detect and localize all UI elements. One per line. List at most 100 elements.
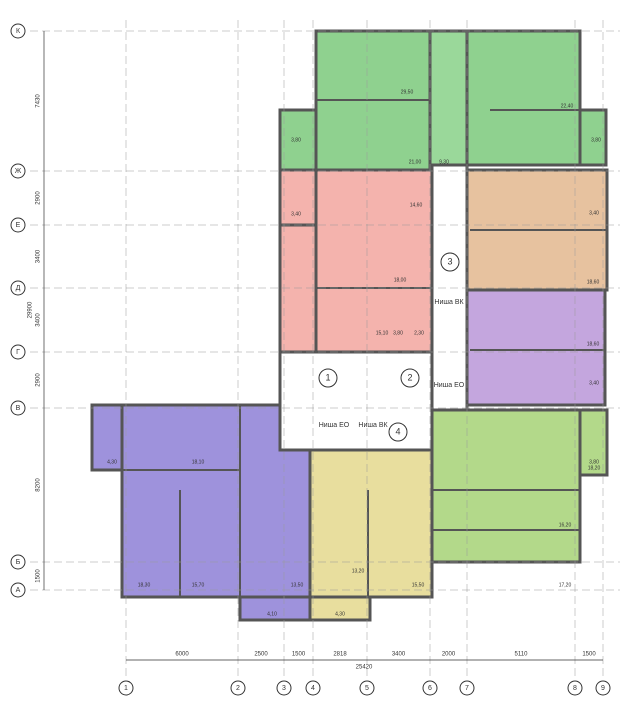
- area-label: 9,30: [439, 159, 449, 165]
- column-label: 9: [601, 685, 605, 692]
- niche-label: Ниша ВК: [434, 299, 464, 306]
- column-label: 2: [236, 685, 240, 692]
- area-label: 18,60: [587, 279, 600, 285]
- corridor: [430, 163, 469, 412]
- column-label: 5: [365, 685, 369, 692]
- balcony: [578, 108, 608, 167]
- apartment-yellow: [308, 448, 434, 599]
- area-label: 3,40: [291, 211, 301, 217]
- area-label: 3,80: [291, 137, 301, 143]
- apartment-pink: [278, 223, 318, 354]
- axis-marker: [10, 23, 26, 39]
- area-label: 15,50: [412, 582, 425, 588]
- dimension-label: 7430: [36, 94, 42, 108]
- area-label: 4,30: [335, 611, 345, 617]
- dimension-label: 2500: [254, 652, 268, 658]
- area-labels: 29,50 22,40 3,80 3,80 21,00 9,30 14,60 3,40 18,0…: [107, 89, 601, 617]
- area-label: 18,30: [138, 582, 151, 588]
- dimension-label: 1500: [582, 652, 596, 658]
- column-label: 8: [573, 685, 577, 692]
- area-label: 18,20: [588, 465, 601, 471]
- area-label: 3,40: [589, 210, 599, 216]
- area-label: 18,10: [192, 459, 205, 465]
- axis-marker: [10, 280, 26, 296]
- axis-marker: [230, 680, 246, 696]
- apartment-pink: [314, 168, 434, 354]
- axis-marker: [359, 680, 375, 696]
- section-number: 4: [395, 426, 400, 436]
- dimension-total: 25420: [356, 665, 373, 671]
- area-label: 17,20: [559, 582, 572, 588]
- axis-marker: [10, 554, 26, 570]
- area-label: 4,10: [267, 611, 277, 617]
- column-label: 6: [428, 685, 432, 692]
- axis-marker: [305, 680, 321, 696]
- area-label: 21,00: [409, 159, 422, 165]
- column-label: 4: [311, 685, 315, 692]
- column-label: 7: [465, 685, 469, 692]
- section-marker: [388, 422, 408, 442]
- axis-marker: [10, 400, 26, 416]
- dimension-label: 2000: [442, 652, 456, 658]
- area-label: 15,10: [376, 330, 389, 336]
- section-number: 2: [407, 372, 412, 382]
- section-marker: [318, 368, 338, 388]
- axis-marker: [10, 582, 26, 598]
- area-label: 29,50: [401, 89, 414, 95]
- dimension-label: 8200: [36, 478, 42, 492]
- area-label: 2,30: [414, 330, 424, 336]
- area-label: 13,50: [291, 582, 304, 588]
- stairwell: [278, 350, 434, 452]
- axis-marker: [422, 680, 438, 696]
- row-label: К: [16, 28, 21, 35]
- bathroom: [428, 29, 469, 167]
- apartment-purple: [465, 288, 607, 407]
- dimension-label: 3400: [36, 313, 42, 327]
- dimension-total: 29900: [28, 301, 34, 318]
- section-marker: [400, 368, 420, 388]
- section-marker: [440, 252, 460, 272]
- apartment-green: [465, 29, 582, 167]
- row-label: Е: [16, 222, 21, 229]
- dimension-label: 3400: [392, 652, 406, 658]
- balcony: [308, 595, 372, 622]
- axis-marker: [567, 680, 583, 696]
- dimension-label: 5110: [515, 652, 529, 658]
- area-label: 3,80: [393, 330, 403, 336]
- niche-label: Ниша ЕО: [319, 422, 350, 429]
- niche-label: Ниша ВК: [358, 422, 388, 429]
- grid: К Ж Е Д Г В Б А 1 2 3 4 5 6 7 8 9 7430 2900 3400 3400 2900 820…: [10, 20, 620, 696]
- balcony: [578, 408, 609, 477]
- area-label: 16,20: [559, 522, 572, 528]
- row-label: В: [16, 405, 21, 412]
- zones: [90, 29, 609, 622]
- row-label: Д: [16, 285, 21, 292]
- dimension-label: 1500: [292, 652, 306, 658]
- area-label: 18,00: [394, 277, 407, 283]
- axis-marker: [10, 217, 26, 233]
- dimension-label: 3400: [36, 249, 42, 263]
- axis-marker: [276, 680, 292, 696]
- area-label: 3,80: [589, 459, 599, 465]
- area-label: 3,80: [591, 137, 601, 143]
- section-number: 1: [325, 372, 330, 382]
- apartment-light-green: [430, 408, 582, 564]
- labels: 1 2 3 4 Ниша ВК Ниша ЕО Ниша ЕО Ниша ВК: [318, 252, 465, 442]
- dimension-label: 2900: [36, 191, 42, 205]
- niche-label: Ниша ЕО: [434, 382, 465, 389]
- axis-marker: [10, 344, 26, 360]
- area-label: 3,40: [589, 380, 599, 386]
- axis-marker: [595, 680, 611, 696]
- axis-marker: [459, 680, 475, 696]
- row-label: Б: [16, 559, 21, 566]
- dimension-label: 2818: [333, 652, 347, 658]
- area-label: 14,60: [410, 202, 423, 208]
- section-number: 3: [447, 256, 452, 266]
- area-label: 15,70: [192, 582, 205, 588]
- row-label: Г: [16, 349, 20, 356]
- column-label: 3: [282, 685, 286, 692]
- dimension-label: 1500: [36, 569, 42, 583]
- column-label: 1: [124, 685, 128, 692]
- area-label: 4,30: [107, 459, 117, 465]
